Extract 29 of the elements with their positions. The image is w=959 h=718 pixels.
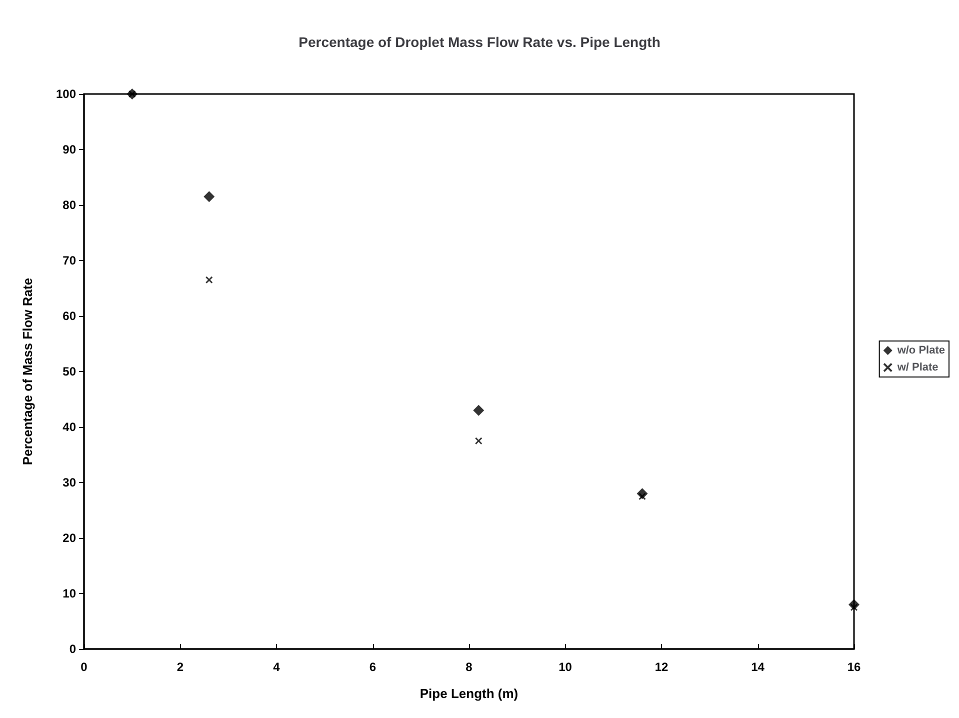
point	[206, 276, 213, 284]
y-tick-label: 70	[62, 254, 76, 268]
x-tick-label: 2	[176, 660, 184, 674]
x-tick-label: 12	[654, 660, 668, 674]
y-tick-label: 40	[62, 420, 76, 434]
y-tick-label: 50	[62, 364, 76, 378]
y-tick-label: 80	[62, 198, 76, 212]
y-tick-label: 20	[62, 531, 76, 545]
x-tick-label: 10	[558, 660, 572, 674]
chart-title: Percentage of Droplet Mass Flow Rate vs. Pipe Length	[298, 34, 660, 50]
point	[473, 404, 484, 416]
point	[204, 191, 215, 202]
x-axis-title: Pipe Length (m)	[420, 686, 518, 701]
legend-label: w/o Plate	[896, 344, 946, 356]
x-tick-label: 6	[369, 660, 376, 674]
y-tick-label: 60	[62, 309, 76, 323]
y-tick-label: 0	[69, 642, 76, 656]
y-tick-label: 10	[62, 586, 76, 600]
legend-label: w/ Plate	[896, 362, 938, 374]
x-tick-label: 4	[273, 660, 280, 674]
y-tick-label: 100	[56, 87, 76, 101]
y-tick-label: 90	[62, 142, 76, 156]
x-tick-label: 16	[847, 660, 861, 674]
x-tick-label: 14	[751, 660, 765, 674]
x-tick-label: 0	[80, 660, 88, 674]
x-tick-label: 8	[466, 660, 473, 674]
y-tick-label: 30	[62, 476, 76, 490]
y-axis-title: Percentage of Mass Flow Rate	[20, 278, 35, 466]
point	[475, 437, 482, 444]
